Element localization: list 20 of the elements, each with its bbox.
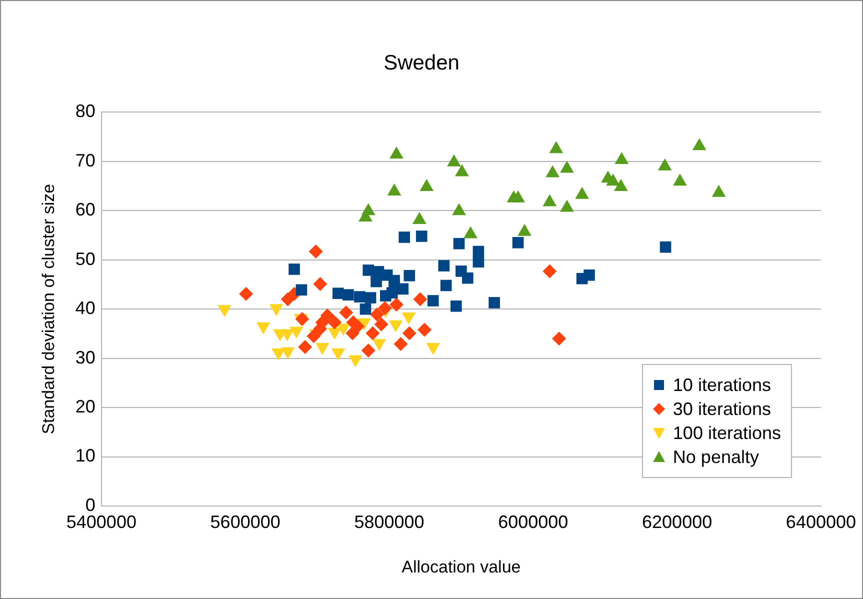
x-tick-label: 6400000	[786, 512, 856, 532]
legend-label: 30 iterations	[672, 398, 771, 421]
y-tick-label: 50	[75, 248, 96, 269]
x-tick-label: 6200000	[642, 512, 712, 532]
x-axis-title: Allocation value	[402, 557, 521, 576]
legend-label: 100 iterations	[672, 422, 781, 445]
x-tick-label: 6000000	[498, 512, 568, 532]
legend-label: No penalty	[672, 446, 759, 469]
legend-label: 10 iterations	[672, 374, 771, 397]
y-axis-title: Standard deviation of cluster size	[38, 184, 58, 434]
y-tick-label: 20	[75, 396, 96, 417]
y-tick-label: 70	[75, 150, 96, 170]
y-tick-label: 80	[75, 101, 96, 122]
chart-title: Sweden	[384, 51, 460, 74]
y-tick-label: 40	[75, 298, 96, 318]
x-tick-label: 5800000	[354, 512, 424, 532]
y-tick-label: 30	[75, 347, 96, 368]
y-tick-label: 60	[75, 200, 96, 220]
y-tick-label: 10	[75, 446, 96, 466]
x-tick-label: 5600000	[210, 512, 280, 532]
